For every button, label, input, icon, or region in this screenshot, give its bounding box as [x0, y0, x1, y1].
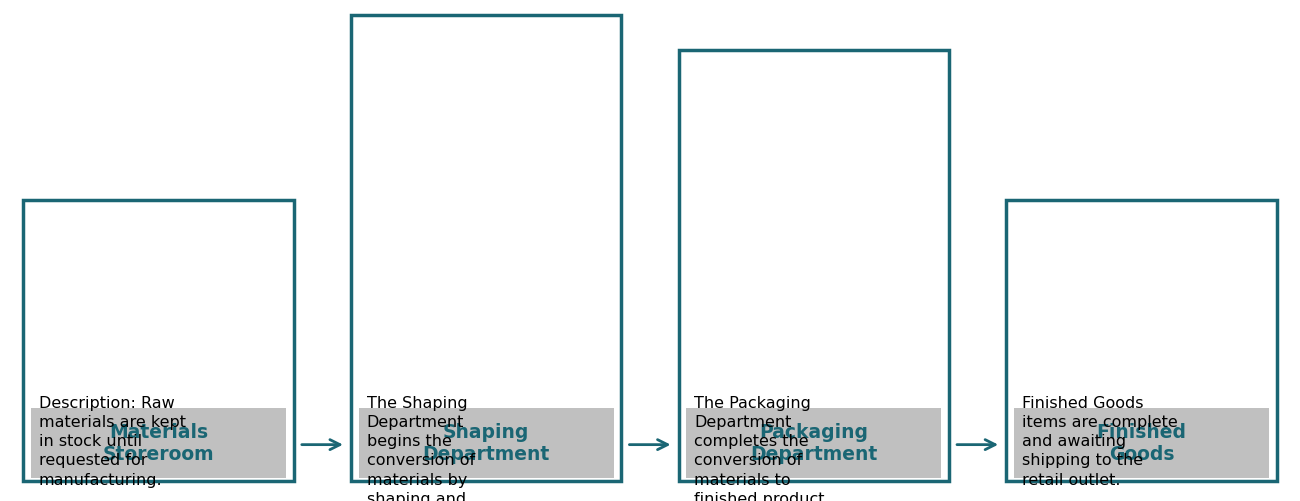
Text: Packaging
Department: Packaging Department	[750, 423, 878, 463]
Text: Materials
Storeroom: Materials Storeroom	[103, 423, 214, 463]
Bar	[1006, 200, 1277, 481]
Text: Finished Goods
items are complete
and awaiting
shipping to the
retail outlet.: Finished Goods items are complete and aw…	[1022, 396, 1178, 487]
Bar	[31, 408, 286, 478]
Bar	[23, 200, 294, 481]
Bar	[1014, 408, 1269, 478]
Text: Description: Raw
materials are kept
in stock until
requested for
manufacturing.: Description: Raw materials are kept in s…	[39, 396, 186, 487]
Bar	[686, 408, 941, 478]
Text: The Shaping
Department
begins the
conversion of
materials by
shaping and
drying : The Shaping Department begins the conver…	[367, 396, 495, 501]
Text: Shaping
Department: Shaping Department	[422, 423, 550, 463]
Text: Finished
Goods: Finished Goods	[1096, 423, 1187, 463]
Bar	[679, 50, 949, 481]
Text: The Packaging
Department
completes the
conversion of
materials to
finished produ: The Packaging Department completes the c…	[694, 396, 844, 501]
Bar	[359, 408, 614, 478]
Bar	[351, 15, 621, 481]
